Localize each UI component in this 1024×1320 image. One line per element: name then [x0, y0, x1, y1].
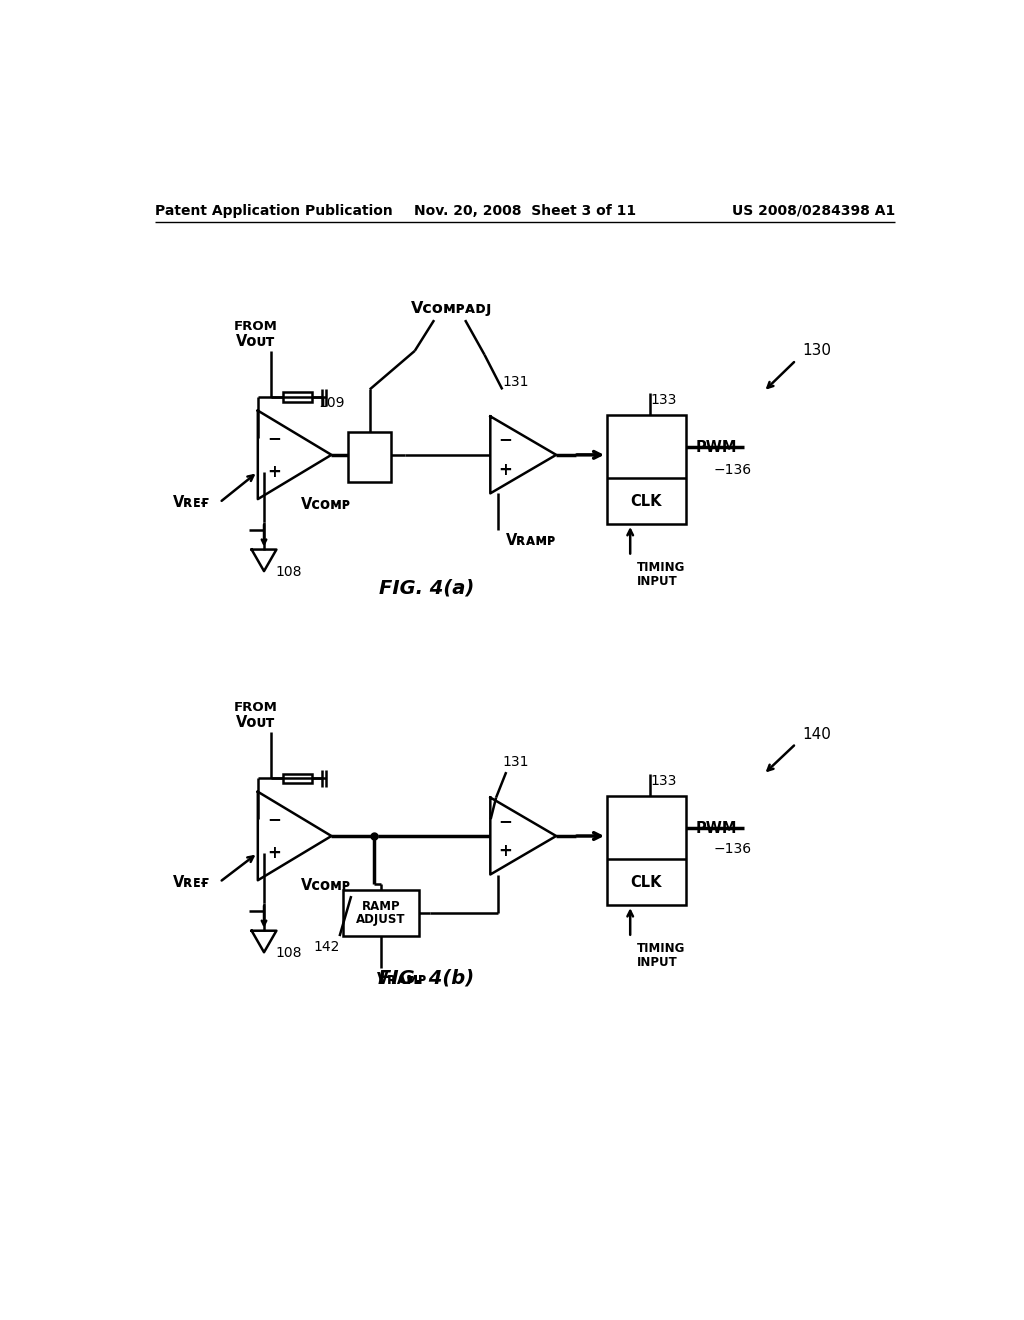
Text: −: −	[267, 810, 281, 828]
Text: US 2008/0284398 A1: US 2008/0284398 A1	[732, 203, 895, 218]
Text: Vʀᴀᴍᴘ: Vʀᴀᴍᴘ	[377, 972, 428, 986]
Bar	[607, 414, 686, 524]
Text: Patent Application Publication: Patent Application Publication	[155, 203, 393, 218]
Text: 133: 133	[650, 775, 677, 788]
Bar	[607, 796, 686, 906]
Text: 142: 142	[313, 940, 340, 954]
Text: 130: 130	[802, 343, 831, 359]
Text: −: −	[267, 429, 281, 447]
Text: −136: −136	[713, 842, 752, 857]
Text: 131: 131	[503, 755, 528, 770]
Text: Vʀᴇғ: Vʀᴇғ	[172, 495, 209, 510]
Text: −136: −136	[713, 462, 752, 477]
Text: INPUT: INPUT	[636, 576, 677, 587]
Text: 133: 133	[650, 393, 677, 407]
Text: INPUT: INPUT	[636, 956, 677, 969]
Bar	[283, 392, 312, 401]
Text: −: −	[498, 812, 512, 829]
Text: CLK: CLK	[631, 494, 663, 508]
Text: TIMING: TIMING	[636, 561, 685, 574]
Text: Vᴏᴜᴛ: Vᴏᴜᴛ	[237, 334, 275, 350]
Text: Vᴏᴜᴛ: Vᴏᴜᴛ	[237, 715, 275, 730]
Text: Vᴄᴏᴍᴘ: Vᴄᴏᴍᴘ	[301, 498, 351, 512]
Text: TIMING: TIMING	[636, 942, 685, 956]
Text: 109: 109	[318, 396, 345, 411]
Text: +: +	[267, 843, 281, 862]
Text: PWM: PWM	[695, 821, 737, 836]
Text: PWM: PWM	[695, 440, 737, 454]
Bar	[343, 890, 419, 936]
Text: +: +	[267, 463, 281, 480]
Text: Vᴄᴏᴍᴘ: Vᴄᴏᴍᴘ	[301, 878, 351, 894]
Text: −: −	[498, 430, 512, 449]
Text: Nov. 20, 2008  Sheet 3 of 11: Nov. 20, 2008 Sheet 3 of 11	[414, 203, 636, 218]
Text: 108: 108	[275, 946, 302, 960]
Bar	[283, 774, 312, 783]
Text: 131: 131	[503, 375, 528, 389]
Text: FROM: FROM	[233, 701, 278, 714]
Text: ADJUST: ADJUST	[356, 913, 406, 927]
Bar	[348, 432, 391, 482]
Text: +: +	[498, 842, 512, 861]
Text: FROM: FROM	[233, 319, 278, 333]
Text: 108: 108	[275, 565, 302, 579]
Text: RAMP: RAMP	[361, 900, 400, 913]
Text: +: +	[498, 461, 512, 479]
Text: Vʀᴇғ: Vʀᴇғ	[172, 875, 209, 890]
Text: CLK: CLK	[631, 875, 663, 890]
Text: FIG. 4(b): FIG. 4(b)	[378, 969, 474, 987]
Text: Vᴄᴏᴍᴘᴀᴅȷ: Vᴄᴏᴍᴘᴀᴅȷ	[412, 301, 493, 315]
Text: Vʀᴀᴍᴘ: Vʀᴀᴍᴘ	[506, 533, 556, 548]
Text: 140: 140	[802, 727, 831, 742]
Text: FIG. 4(a): FIG. 4(a)	[379, 578, 474, 597]
